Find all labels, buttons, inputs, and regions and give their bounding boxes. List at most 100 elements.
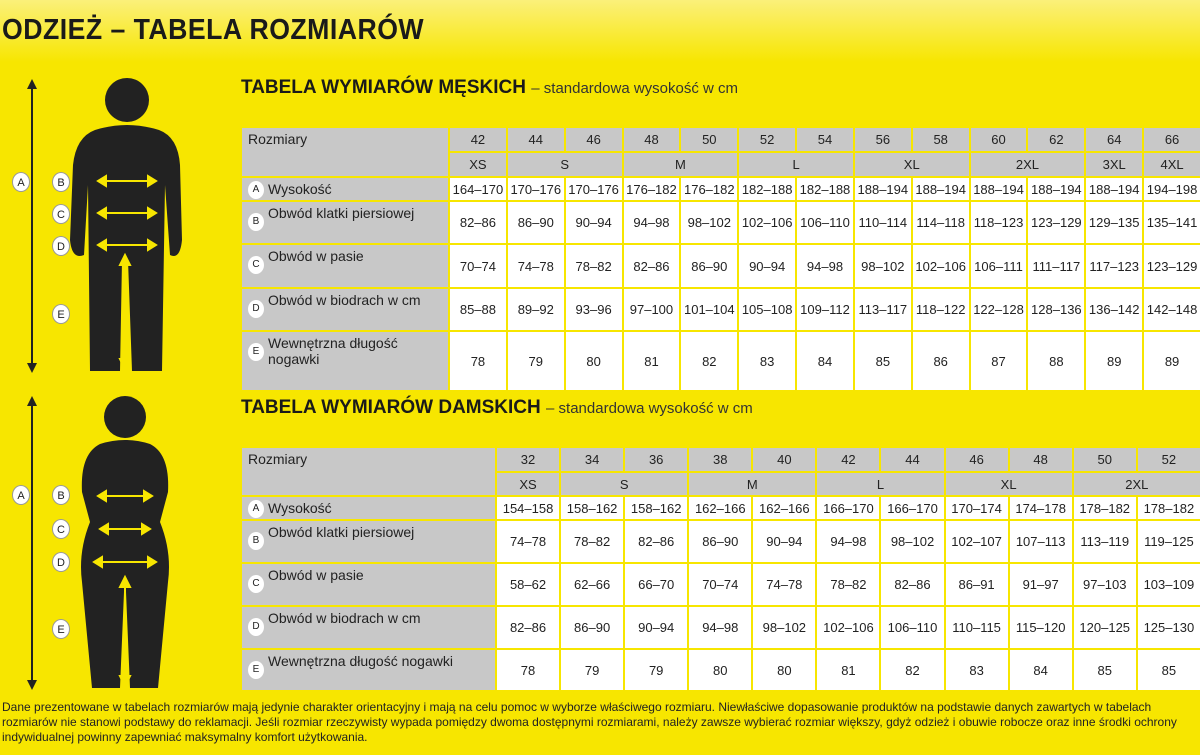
measurement-value: 85: [1071, 648, 1138, 692]
measurement-value: 78: [494, 648, 562, 692]
measurement-row: B Obwód klatki piersiowej 74–78 78–82 82–86 8…: [240, 519, 1200, 564]
measurement-value: 90–94: [751, 519, 818, 564]
measurement-value: 93–96: [563, 287, 624, 332]
measurement-value: 105–108: [737, 287, 798, 332]
measurement-value: 78–82: [559, 519, 626, 564]
title-bar: ODZIEŻ – TABELA ROZMIARÓW: [0, 0, 1200, 62]
size-letter: 2XL: [1071, 471, 1200, 497]
measurement-value: 62–66: [559, 562, 626, 607]
measurement-value: 89: [1084, 330, 1145, 392]
measurement-badge: A: [248, 500, 264, 518]
measurement-name: Obwód w pasie: [268, 567, 364, 583]
measurement-value: 119–125: [1135, 519, 1200, 564]
size-letter-row: XS S M L XL 2XL: [241, 471, 1200, 497]
measurement-value: 85: [1135, 648, 1200, 692]
measurement-value: 82–86: [448, 200, 508, 245]
measurement-label: B Obwód klatki piersiowej: [240, 519, 497, 564]
measurement-name: Obwód klatki piersiowej: [268, 205, 415, 221]
size-number: 64: [1084, 126, 1145, 153]
measurement-value: 78–82: [563, 243, 624, 289]
measurement-value: 123–129: [1026, 200, 1087, 245]
measurement-value: 83: [737, 330, 798, 392]
measurement-row: D Obwód w biodrach w cm 85–88 89–92 93–96 97–…: [240, 287, 1200, 332]
size-number: 66: [1142, 126, 1200, 153]
figure-marker-c: C: [52, 204, 70, 224]
measurement-value: 86: [910, 330, 971, 392]
measurement-value: 136–142: [1084, 287, 1145, 332]
figure-marker-a: A: [12, 172, 30, 192]
measurement-value: 110–115: [943, 605, 1010, 650]
size-number: 52: [737, 126, 798, 153]
measurement-name: Obwód w biodrach w cm: [268, 610, 421, 626]
men-subheading: – standardowa wysokość w cm: [531, 80, 739, 97]
size-letter: 2XL: [968, 151, 1087, 178]
measurement-value: 81: [621, 330, 682, 392]
figure-marker-d: D: [52, 236, 70, 256]
measurement-badge: D: [248, 618, 264, 636]
size-number: 38: [687, 446, 754, 473]
female-figure-icon: [27, 396, 169, 690]
women-heading: TABELA WYMIARÓW DAMSKICH: [241, 397, 541, 418]
size-number: 32: [494, 446, 562, 473]
measurement-value: 106–111: [968, 243, 1029, 289]
size-letter: L: [815, 471, 946, 497]
measurement-value: 158–162: [623, 495, 690, 521]
measurement-value: 97–100: [621, 287, 682, 332]
measurement-value: 82–86: [621, 243, 682, 289]
measurement-value: 86–91: [943, 562, 1010, 607]
measurement-value: 178–182: [1135, 495, 1200, 521]
measurement-value: 102–106: [910, 243, 971, 289]
measurement-value: 89–92: [505, 287, 566, 332]
measurement-value: 128–136: [1026, 287, 1087, 332]
measurement-name: Wysokość: [268, 181, 332, 197]
measurement-row: A Wysokość 154–158 158–162 158–162 162–166 162…: [240, 495, 1200, 521]
measurement-name: Obwód klatki piersiowej: [268, 524, 415, 540]
measurement-value: 98–102: [879, 519, 946, 564]
measurement-value: 90–94: [563, 200, 624, 245]
measurement-value: 74–78: [751, 562, 818, 607]
size-letter: XS: [494, 471, 562, 497]
measurement-value: 94–98: [815, 519, 882, 564]
measurement-name: Obwód w biodrach w cm: [268, 292, 421, 308]
measurement-value: 82–86: [494, 605, 562, 650]
measurement-value: 90–94: [623, 605, 690, 650]
page-title: ODZIEŻ – TABELA ROZMIARÓW: [2, 14, 425, 46]
measurement-value: 86–90: [679, 243, 740, 289]
measurement-value: 85: [852, 330, 913, 392]
measurement-value: 182–188: [795, 176, 855, 202]
measurement-value: 98–102: [852, 243, 913, 289]
size-letter-row: XS S M L XL 2XL 3XL 4XL: [241, 151, 1200, 178]
measurement-value: 58–62: [494, 562, 562, 607]
measurement-value: 106–110: [795, 200, 855, 245]
measurement-value: 111–117: [1026, 243, 1087, 289]
size-number: 36: [623, 446, 690, 473]
size-letter: XS: [448, 151, 508, 178]
measurement-label: E Wewnętrzna długość nogawki: [240, 648, 497, 692]
figure-marker-b: B: [52, 485, 70, 505]
measurement-value: 109–112: [795, 287, 855, 332]
size-letter: 3XL: [1084, 151, 1145, 178]
measurement-value: 188–194: [852, 176, 913, 202]
measurement-badge: B: [248, 532, 264, 550]
measurement-name: Wysokość: [268, 500, 332, 516]
measurement-value: 90–94: [737, 243, 798, 289]
measurement-label: E Wewnętrzna długość nogawki: [240, 330, 450, 392]
measurement-value: 122–128: [968, 287, 1029, 332]
measurement-badge: B: [248, 213, 264, 231]
measurement-value: 98–102: [679, 200, 740, 245]
measurement-value: 135–141: [1142, 200, 1200, 245]
size-number: 48: [621, 126, 682, 153]
size-number: 46: [563, 126, 624, 153]
measurement-value: 74–78: [505, 243, 566, 289]
measurement-value: 170–176: [505, 176, 566, 202]
measurement-value: 107–113: [1007, 519, 1074, 564]
measurement-value: 162–166: [687, 495, 754, 521]
measurement-value: 80: [563, 330, 624, 392]
size-number: 42: [815, 446, 882, 473]
size-letter: M: [621, 151, 740, 178]
measurement-value: 123–129: [1142, 243, 1200, 289]
measurement-value: 170–174: [943, 495, 1010, 521]
size-number: 40: [751, 446, 818, 473]
size-letter: S: [559, 471, 690, 497]
measurement-value: 102–107: [943, 519, 1010, 564]
